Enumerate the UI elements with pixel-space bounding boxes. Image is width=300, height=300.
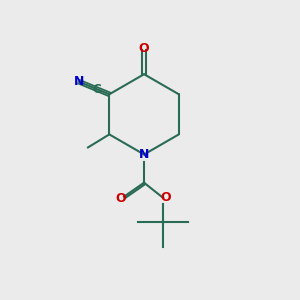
Text: O: O — [160, 191, 170, 204]
Text: C: C — [92, 83, 101, 96]
Text: N: N — [74, 75, 84, 88]
Text: O: O — [139, 42, 149, 55]
Text: N: N — [139, 148, 149, 161]
Text: O: O — [115, 192, 126, 205]
